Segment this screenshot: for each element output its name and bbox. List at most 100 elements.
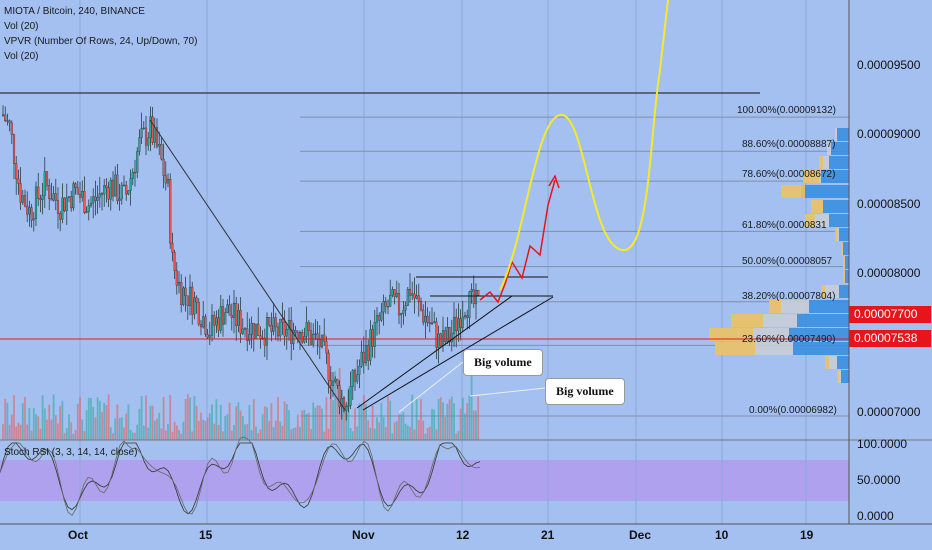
volume-bar	[118, 418, 121, 440]
volume-bar	[413, 429, 416, 440]
volume-profile-row	[819, 156, 829, 169]
volume-bar	[351, 431, 354, 440]
candle-body	[336, 378, 339, 386]
candle-body	[325, 340, 328, 354]
volume-bar	[123, 427, 125, 440]
candle-body	[162, 158, 165, 176]
volume-bar	[127, 404, 130, 440]
candle-body	[169, 179, 172, 244]
candle-body	[96, 196, 99, 201]
volume-bar	[116, 404, 119, 440]
volume-bar	[266, 407, 268, 440]
volume-bar	[136, 424, 139, 440]
volume-bar	[226, 414, 229, 440]
candle-body	[180, 282, 183, 305]
volume-bar	[156, 418, 158, 440]
volume-bar	[129, 429, 132, 440]
volume-bar	[65, 428, 68, 440]
volume-bar	[193, 396, 196, 440]
candle-body	[254, 323, 258, 340]
candle-body	[85, 211, 88, 213]
volume-bar	[72, 433, 75, 440]
volume-bar	[321, 408, 323, 440]
volume-bar	[318, 405, 321, 440]
candle-body	[21, 195, 24, 203]
candle-body	[375, 315, 379, 323]
volume-bar	[15, 426, 18, 440]
candle-body	[17, 178, 20, 184]
candle-body	[202, 316, 205, 328]
candle-body	[173, 252, 176, 271]
candle-body	[298, 332, 302, 339]
volume-bar	[426, 428, 429, 440]
candle-body	[433, 321, 436, 324]
volume-bar	[248, 405, 251, 440]
candle-body	[281, 318, 284, 323]
candle-body	[296, 332, 299, 339]
candle-body	[466, 315, 469, 318]
volume-bar	[19, 424, 22, 440]
volume-bar	[28, 407, 31, 440]
volume-profile-row-up	[801, 185, 849, 198]
volume-bar	[153, 420, 156, 440]
volume-bar	[307, 412, 310, 440]
candle-body	[426, 316, 429, 323]
volume-bar	[371, 405, 374, 440]
volume-bar	[52, 394, 55, 440]
fib-label-786: 78.60%(0.00008672)	[742, 169, 836, 180]
projected-path-yellow	[499, 0, 669, 291]
candle-body	[197, 302, 200, 325]
volume-bar	[270, 403, 273, 440]
volume-profile-row-up	[829, 214, 849, 227]
candle-body	[204, 316, 207, 335]
volume-profile-row-up	[831, 142, 849, 155]
volume-bar	[112, 433, 114, 440]
candle-body	[290, 319, 293, 344]
candlesticks	[1, 105, 480, 421]
candle-body	[56, 200, 60, 214]
candle-body	[459, 318, 462, 328]
fib-label-618: 61.80%(0.0000831	[742, 220, 827, 231]
candle-body	[74, 183, 77, 189]
candle-body	[351, 370, 354, 387]
candle-body	[301, 332, 304, 343]
volume-bar	[195, 405, 198, 440]
current-price-tag: 0.00007700	[849, 306, 931, 323]
stoch-rsi-lines	[0, 436, 481, 516]
volume-bar	[109, 427, 112, 440]
candle-body	[470, 289, 473, 292]
volume-bar	[213, 423, 216, 440]
stoch-d-line	[0, 436, 481, 516]
candle-body	[424, 316, 427, 323]
stoch-rsi-label: Stoch RSI (3, 3, 14, 14, close)	[4, 447, 138, 458]
candle-body	[127, 190, 130, 195]
volume-bar	[404, 423, 407, 440]
volume-profile-row-value-area	[803, 170, 819, 183]
candle-body	[369, 329, 372, 361]
candle-body	[329, 380, 332, 386]
volume-bar	[239, 410, 242, 440]
candle-body	[279, 318, 282, 337]
candle-body	[353, 370, 357, 382]
volume-bar	[417, 420, 420, 440]
candle-body	[239, 310, 242, 334]
volume-bar	[222, 431, 224, 440]
volume-bar	[61, 400, 64, 440]
candle-body	[455, 316, 458, 332]
candle-body	[371, 329, 374, 347]
trend-drawings	[0, 0, 849, 413]
candle-body	[386, 306, 390, 308]
fib-gridlines	[300, 116, 849, 417]
candle-body	[268, 317, 271, 326]
volume-bar	[244, 424, 246, 440]
volume-profile-row-up	[823, 200, 849, 213]
volume-bar	[85, 409, 88, 440]
volume-bar	[10, 414, 13, 440]
candle-body	[50, 198, 53, 201]
candle-body	[72, 183, 75, 209]
candle-body	[158, 144, 161, 147]
volume-bar	[431, 408, 433, 440]
volume-bar	[409, 426, 411, 440]
candle-body	[28, 207, 31, 215]
